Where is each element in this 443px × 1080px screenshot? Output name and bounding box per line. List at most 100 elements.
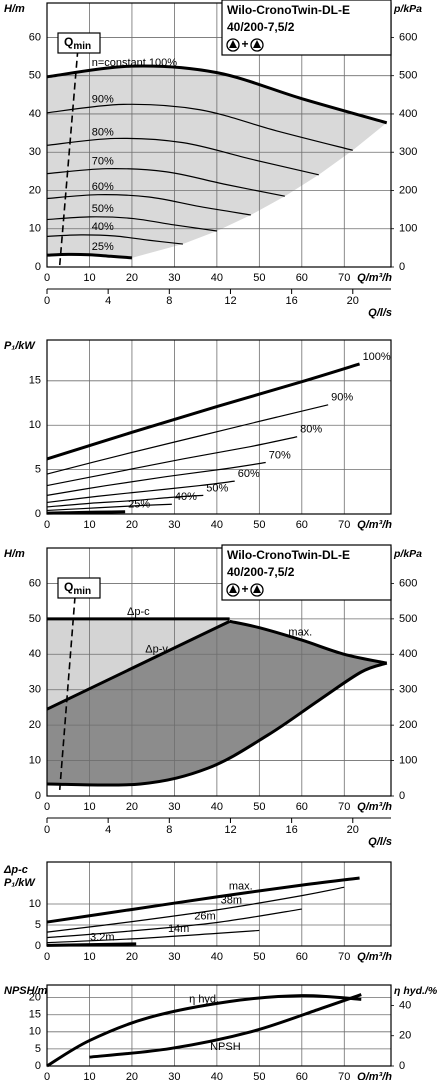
- curve: [46, 929, 260, 944]
- curve: [46, 480, 235, 504]
- x2-tick-label: 0: [44, 824, 50, 836]
- curve: [46, 436, 298, 487]
- curve: [46, 137, 319, 176]
- curve: [46, 886, 345, 933]
- qmin-label-sub: min: [73, 586, 91, 597]
- curve: [46, 362, 361, 461]
- x2-tick-label: 16: [285, 295, 297, 307]
- y-tick-label: 10: [29, 754, 41, 766]
- curve-label: 70%: [92, 156, 114, 168]
- x-tick-label: 10: [83, 272, 95, 284]
- x-tick-label: 20: [126, 272, 138, 284]
- y-tick-label: 0: [35, 1060, 41, 1072]
- y2-tick-label: 500: [399, 70, 417, 82]
- curve-label: 3.2m: [90, 931, 114, 943]
- curve-label: max.: [229, 880, 253, 892]
- y-axis-label: Δp-c: [3, 864, 28, 876]
- pump-symbol-separator: +: [241, 37, 248, 51]
- y2-tick-label: 20: [399, 1030, 411, 1042]
- curve-label: 80%: [92, 127, 114, 139]
- y2-tick-label: 500: [399, 613, 417, 625]
- x-tick-label: 40: [211, 519, 223, 531]
- curve-label: 80%: [300, 424, 322, 436]
- y-tick-label: 10: [29, 898, 41, 910]
- y2-tick-label: 300: [399, 684, 417, 696]
- y-tick-label: 10: [29, 1026, 41, 1038]
- x-tick-label: 0: [44, 519, 50, 531]
- curve: [46, 404, 329, 475]
- x-tick-label: 70: [338, 951, 350, 963]
- curve-label: n=constant 100%: [92, 57, 178, 69]
- curve-label: 70%: [269, 449, 291, 461]
- x-tick-label: 20: [126, 519, 138, 531]
- y-tick-label: 20: [29, 184, 41, 196]
- plot-border: [46, 339, 392, 515]
- x-tick-label: 60: [296, 519, 308, 531]
- y-tick-label: 10: [29, 223, 41, 235]
- x-tick-label: 70: [338, 519, 350, 531]
- y-axis-label: H/m: [4, 548, 25, 560]
- x-tick-label: 10: [83, 951, 95, 963]
- plot-border: [46, 2, 392, 268]
- x-tick-label: 40: [211, 272, 223, 284]
- title-box: [221, 544, 392, 601]
- curve: [46, 64, 388, 125]
- y-tick-label: 60: [29, 31, 41, 43]
- y2-tick-label: 40: [399, 999, 411, 1011]
- y2-axis-label: p/kPa: [393, 3, 422, 15]
- y-tick-label: 0: [35, 261, 41, 273]
- y-tick-label: 0: [35, 790, 41, 802]
- y-tick-label: 5: [35, 1043, 41, 1055]
- curve-label: max.: [288, 627, 312, 639]
- y2-tick-label: 600: [399, 577, 417, 589]
- pump-symbol-triangle: [253, 40, 261, 48]
- x2-tick-label: 4: [105, 824, 111, 836]
- y-axis-label: H/m: [4, 3, 25, 15]
- x2-tick-label: 12: [224, 824, 236, 836]
- y-axis-label: P₁/kW: [4, 877, 36, 889]
- y-tick-label: 50: [29, 613, 41, 625]
- curve: [46, 168, 285, 197]
- curve: [46, 234, 183, 245]
- plot-background: [47, 985, 391, 1066]
- x2-tick-label: 0: [44, 295, 50, 307]
- curve-label: NPSH: [210, 1041, 241, 1053]
- y2-tick-label: 100: [399, 223, 417, 235]
- y2-tick-label: 400: [399, 648, 417, 660]
- x-tick-label: 60: [296, 951, 308, 963]
- y-tick-label: 5: [35, 919, 41, 931]
- x2-tick-label: 8: [166, 824, 172, 836]
- y2-tick-label: 600: [399, 31, 417, 43]
- x-axis-label: Q/m³/h: [357, 519, 392, 531]
- y-tick-label: 15: [29, 375, 41, 387]
- curve-label: 40%: [92, 221, 114, 233]
- x-tick-label: 30: [168, 272, 180, 284]
- y-tick-label: 15: [29, 1009, 41, 1021]
- curve-label: 38m: [221, 894, 242, 906]
- x-axis-label: Q/m³/h: [357, 801, 392, 813]
- y2-tick-label: 300: [399, 146, 417, 158]
- pump-symbol-triangle: [229, 585, 237, 593]
- x-tick-label: 70: [338, 1071, 350, 1080]
- x-tick-label: 50: [253, 272, 265, 284]
- x2-axis-label: Q/l/s: [368, 307, 392, 319]
- curve-label: Δp-v: [145, 643, 168, 655]
- y2-tick-label: 200: [399, 184, 417, 196]
- title-line: Wilo-CronoTwin-DL-E: [227, 548, 350, 562]
- x2-tick-label: 12: [224, 295, 236, 307]
- y-tick-label: 0: [35, 940, 41, 952]
- curve-label: 90%: [331, 392, 353, 404]
- curve: [46, 194, 251, 216]
- curve-label: 60%: [92, 181, 114, 193]
- qmin-label-sub: min: [73, 41, 91, 52]
- x-tick-label: 0: [44, 951, 50, 963]
- qmin-label-main: Q: [64, 35, 73, 49]
- y2-axis-label: η hyd./%: [394, 985, 438, 997]
- x2-tick-label: 20: [347, 295, 359, 307]
- x-tick-label: 60: [296, 272, 308, 284]
- curve-label: 40%: [175, 491, 197, 503]
- x-tick-label: 40: [211, 801, 223, 813]
